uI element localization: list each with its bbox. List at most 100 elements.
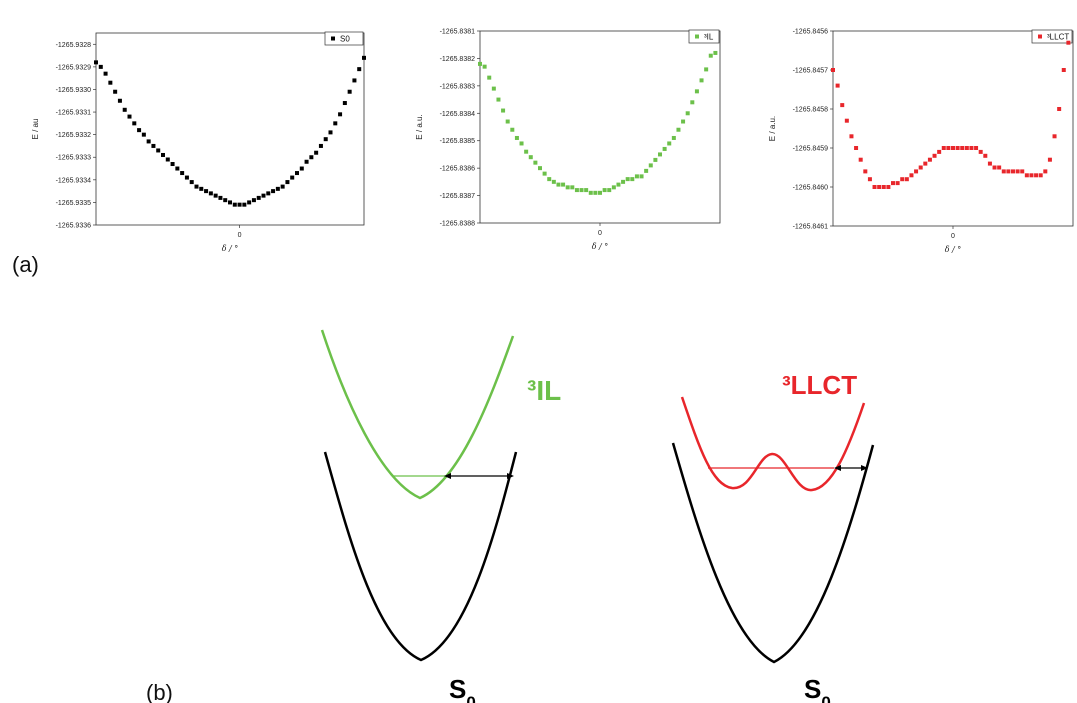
panel-label-a: (a)	[12, 252, 39, 277]
data-point	[570, 185, 575, 190]
data-point	[161, 152, 165, 157]
plot-frame	[832, 30, 1074, 227]
data-point	[514, 135, 519, 140]
data-point	[556, 182, 561, 187]
data-point	[538, 166, 542, 171]
data-point	[658, 152, 662, 157]
data-point	[611, 185, 616, 190]
data-point	[634, 174, 639, 179]
y-axis-label: E / a.u.	[768, 116, 777, 141]
s0-label-right-base: S	[804, 674, 821, 703]
data-point	[955, 146, 960, 150]
data-point	[309, 155, 314, 160]
y-tick-label: -1265.8383	[440, 83, 476, 90]
data-point	[704, 67, 709, 72]
data-point	[266, 191, 271, 196]
data-point	[644, 168, 649, 173]
data-point	[213, 193, 218, 198]
data-point	[146, 139, 151, 144]
data-point	[914, 169, 919, 174]
y-tick-label: -1265.9332	[56, 132, 92, 139]
data-point	[708, 53, 713, 58]
data-point	[533, 160, 538, 165]
data-point	[685, 111, 690, 116]
data-point	[676, 127, 681, 132]
data-point	[208, 191, 213, 196]
data-point	[923, 161, 928, 166]
data-point	[232, 202, 237, 207]
chart-1: -1265.9328 -1265.9329 -1265.9330 -1265.9331…	[31, 31, 366, 253]
data-point	[681, 119, 686, 124]
data-point	[690, 100, 695, 105]
data-point	[478, 61, 482, 66]
data-point	[108, 80, 113, 85]
data-point	[593, 190, 598, 195]
data-point	[275, 186, 280, 191]
x-tick-label: 0	[951, 233, 955, 240]
data-point	[607, 188, 612, 193]
data-point	[662, 146, 667, 151]
data-point	[1024, 173, 1029, 178]
data-point	[1038, 173, 1043, 178]
data-point	[858, 157, 863, 162]
y-tick-label: -1265.8461	[793, 224, 829, 231]
data-point	[909, 173, 914, 178]
data-point	[872, 185, 877, 189]
y-tick-label: -1265.9328	[56, 42, 92, 49]
data-point	[122, 107, 127, 112]
data-point	[849, 134, 854, 139]
y-tick-label: -1265.8382	[440, 56, 476, 63]
llct-state-label: ³LLCT	[782, 370, 857, 400]
data-point	[969, 146, 974, 150]
s0-label-right-sub: 0	[821, 693, 830, 703]
data-point	[598, 190, 602, 195]
data-point	[117, 98, 122, 103]
data-point	[551, 179, 556, 184]
data-point	[881, 185, 886, 189]
data-point	[547, 177, 552, 182]
data-point	[199, 186, 204, 191]
data-point	[528, 155, 533, 160]
data-point	[501, 108, 506, 113]
data-point	[932, 153, 937, 158]
panel-label-b: (b)	[146, 680, 173, 703]
data-point	[565, 185, 570, 190]
data-point	[357, 67, 362, 72]
llct-curve	[680, 396, 866, 492]
data-point	[256, 195, 261, 200]
data-point	[295, 171, 299, 176]
y-tick-label: -1265.9329	[56, 64, 92, 71]
data-point	[1006, 169, 1011, 174]
data-point	[831, 68, 835, 72]
chart-3: -1265.8456 -1265.8457 -1265.8458 -1265.8459…	[768, 29, 1074, 254]
data-point	[524, 149, 529, 154]
data-point	[141, 132, 146, 137]
data-point	[1052, 134, 1057, 139]
data-point	[1047, 157, 1052, 162]
legend-swatch	[1038, 34, 1042, 39]
il-arrowhead-right	[507, 473, 514, 479]
data-point	[362, 55, 366, 60]
llct-arrowhead-left	[834, 465, 841, 471]
schematic-il: ³IL S0	[320, 329, 561, 703]
data-point	[542, 171, 547, 176]
data-point	[844, 118, 849, 123]
data-point	[510, 127, 515, 132]
data-point	[175, 166, 180, 171]
data-point	[323, 137, 328, 142]
x-axis-label: δ / °	[945, 245, 962, 254]
data-point	[648, 163, 653, 168]
data-point	[228, 200, 232, 205]
data-point	[1001, 169, 1006, 174]
data-point	[974, 146, 979, 150]
data-point	[694, 89, 699, 94]
data-point	[584, 188, 589, 193]
x-tick-label: 0	[238, 232, 242, 239]
data-point	[280, 184, 285, 189]
s0-label-left-base: S	[449, 674, 466, 703]
energy-scan-charts: -1265.9328 -1265.9329 -1265.9330 -1265.9331…	[31, 29, 1074, 254]
data-point	[1015, 169, 1020, 174]
plot-frame	[95, 32, 365, 226]
y-tick-label: -1265.8456	[793, 29, 829, 36]
